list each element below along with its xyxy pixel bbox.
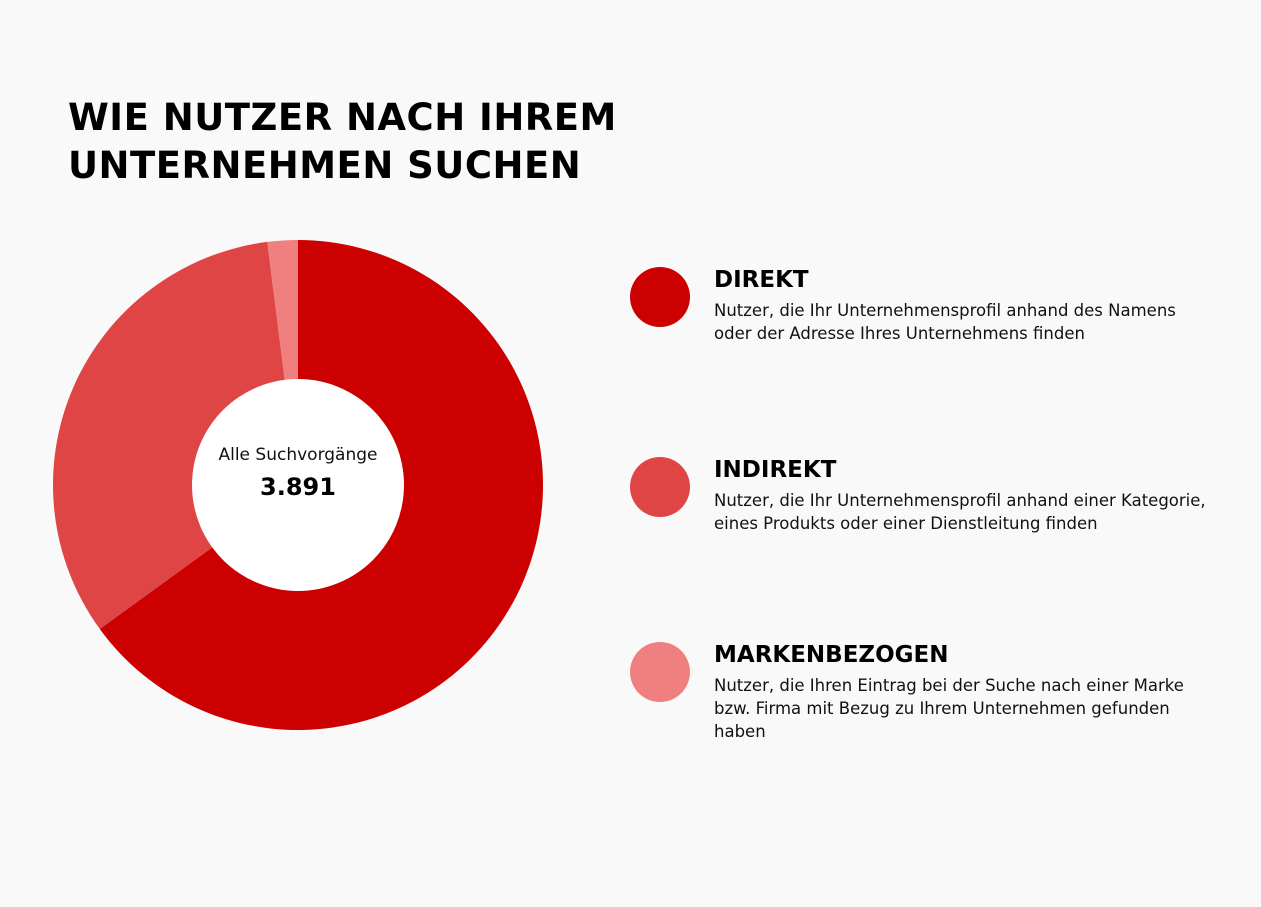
chart-title: WIE NUTZER NACH IHREM UNTERNEHMEN SUCHEN	[68, 96, 617, 187]
legend-description: Nutzer, die Ihr Unternehmensprofil anhan…	[714, 301, 1176, 343]
legend-label: MARKENBEZOGEN	[714, 642, 949, 668]
center-total: 3.891	[260, 473, 336, 501]
donut-chart: Alle Suchvorgänge 3.891	[52, 240, 543, 730]
legend-description: Nutzer, die Ihren Eintrag bei der Suche …	[714, 676, 1184, 741]
legend-marker	[630, 267, 690, 327]
legend-label: INDIREKT	[714, 457, 837, 483]
legend-marker	[630, 642, 690, 702]
legend-label: DIREKT	[714, 267, 809, 293]
donut-hole	[192, 379, 404, 591]
legend-marker	[630, 457, 690, 517]
donut-slice	[52, 241, 298, 630]
center-label: Alle Suchvorgänge	[218, 445, 377, 465]
legend-description: Nutzer, die Ihr Unternehmensprofil anhan…	[714, 491, 1206, 533]
